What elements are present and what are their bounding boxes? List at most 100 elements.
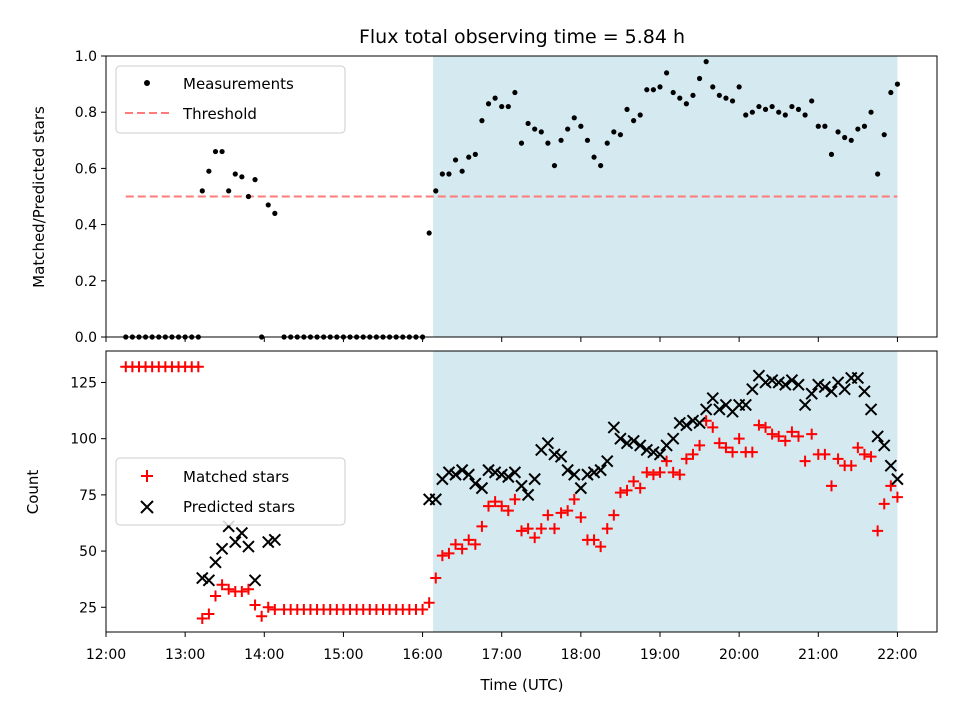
measurement-point	[426, 230, 432, 236]
measurement-point	[466, 154, 472, 160]
predicted-star-point	[647, 445, 660, 459]
predicted-star-point	[515, 479, 528, 493]
matched-star-point	[661, 455, 673, 467]
measurement-point	[598, 162, 604, 169]
predicted-star-point	[235, 526, 249, 540]
x-tick-label: 20:00	[719, 647, 759, 663]
measurement-point	[459, 168, 465, 174]
predicted-star-point	[262, 535, 275, 549]
bottom-y-tick-label: 50	[79, 544, 97, 560]
top-panel: 0.0 0.2 0.4 0.6 0.8 1.0 Matched/Predicted sta…	[30, 49, 938, 346]
predicted-star-point	[746, 383, 759, 396]
matched-star-point	[773, 430, 785, 442]
measurement-point	[604, 140, 610, 146]
predicted-star-point	[248, 574, 262, 587]
predicted-star-point	[482, 463, 495, 477]
matched-star-point	[469, 538, 481, 550]
predicted-star-point	[242, 540, 255, 553]
predicted-star-point	[568, 468, 581, 481]
matched-star-point	[601, 523, 613, 535]
matched-star-point	[496, 500, 508, 512]
matched-star-point	[793, 430, 804, 442]
matched-star-point	[760, 421, 772, 433]
matched-star-point	[845, 460, 857, 472]
bottom-y-tick-label: 25	[79, 600, 97, 616]
measurement-point	[551, 162, 558, 169]
matched-star-point	[707, 421, 719, 433]
predicted-star-point	[706, 392, 719, 405]
matched-star-point	[641, 466, 653, 478]
measurement-point	[861, 123, 868, 129]
top-y-ticks: 0.0 0.2 0.4 0.6 0.8 1.0	[75, 49, 106, 346]
bottom-x-ticks: 12:00 13:00 14:00 15:00 16:00 17:00 18:00 19:00…	[86, 632, 918, 663]
measurement-point	[729, 98, 736, 104]
measurement-point	[518, 140, 525, 146]
matched-star-point	[733, 433, 745, 445]
matched-star-point	[242, 583, 254, 595]
x-tick-label: 22:00	[877, 647, 917, 663]
matched-star-point	[450, 538, 462, 550]
top-x-ticks	[105, 337, 898, 342]
matched-star-point	[786, 426, 798, 438]
measurement-point	[848, 137, 854, 143]
measurement-point	[532, 126, 538, 132]
predicted-star-point	[713, 403, 726, 416]
predicted-star-point	[508, 466, 522, 479]
predicted-star-point	[653, 448, 667, 461]
matched-star-point	[766, 428, 778, 440]
predicted-star-point	[818, 380, 832, 394]
measurement-point	[631, 118, 637, 124]
predicted-star-point	[601, 454, 614, 468]
legend-matched-label: Matched stars	[183, 468, 289, 486]
measurement-point	[703, 59, 709, 65]
measurement-point	[782, 112, 788, 118]
matched-star-point	[614, 487, 626, 499]
matched-star-point	[489, 496, 501, 508]
measurement-point	[538, 129, 544, 135]
matched-star-point	[516, 525, 527, 537]
matched-star-point	[588, 534, 600, 546]
predicted-star-point	[812, 378, 825, 391]
matched-star-point	[216, 579, 228, 591]
measurement-point	[565, 126, 571, 132]
measurement-point	[762, 106, 769, 112]
measurement-point	[505, 103, 511, 110]
predicted-star-point	[495, 468, 508, 481]
matched-star-point	[269, 604, 281, 616]
measurement-point	[624, 106, 630, 112]
matched-star-point	[542, 509, 554, 521]
measurement-point	[815, 123, 821, 129]
measurement-point	[206, 168, 212, 174]
matched-star-point	[509, 493, 521, 505]
predicted-star-point	[798, 398, 812, 412]
predicted-star-point	[587, 466, 601, 479]
matched-star-point	[430, 572, 442, 584]
measurement-point	[239, 174, 245, 180]
top-y-tick-label: 0.4	[75, 218, 97, 234]
measurement-point	[663, 70, 670, 76]
measurement-point	[591, 154, 597, 160]
matched-star-point	[417, 604, 429, 616]
bottom-y-axis-label: Count	[24, 470, 42, 515]
predicted-star-point	[488, 466, 502, 479]
measurement-point	[789, 103, 795, 110]
measurement-point	[499, 103, 505, 110]
measurement-point	[888, 89, 894, 96]
measurement-point	[670, 89, 676, 96]
predicted-star-point	[475, 481, 489, 495]
predicted-star-point	[215, 542, 229, 556]
measurement-point	[439, 171, 445, 177]
matched-star-point	[223, 583, 235, 595]
measurement-point	[769, 103, 775, 110]
predicted-star-point	[634, 439, 647, 452]
matched-star-point	[865, 451, 877, 463]
measurement-point	[272, 210, 278, 216]
measurement-point	[776, 109, 782, 115]
bottom-axes-frame	[105, 350, 938, 633]
bottom-y-tick-label: 125	[70, 375, 97, 391]
matched-star-point	[463, 534, 475, 546]
measurement-point	[828, 151, 835, 157]
matched-star-point	[456, 543, 468, 555]
predicted-star-point	[554, 450, 568, 463]
matched-star-point	[209, 590, 221, 602]
